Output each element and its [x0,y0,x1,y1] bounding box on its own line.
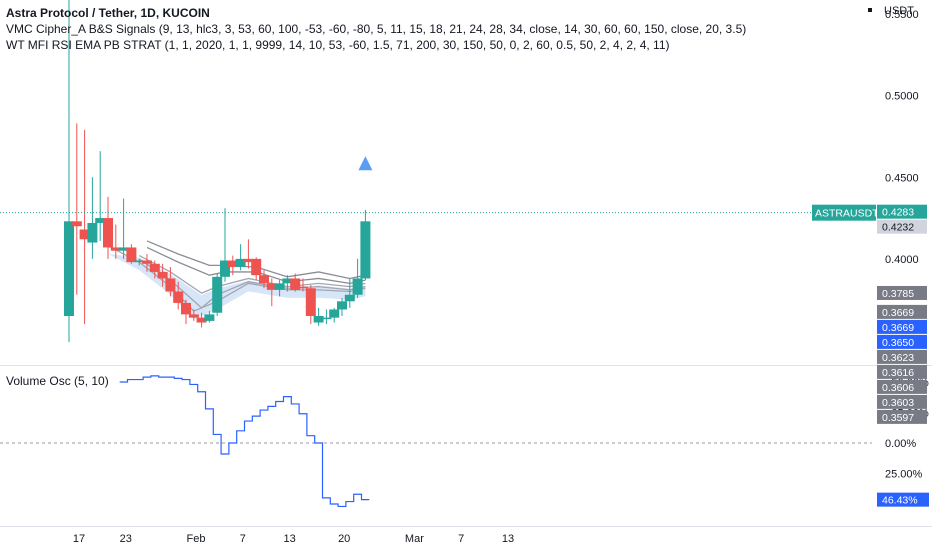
candle-body [157,271,168,279]
price-tag [877,285,927,300]
candle-body [360,221,371,279]
time-tick-label: 7 [458,533,464,545]
price-tag [877,319,927,334]
time-tick-label: 23 [120,533,132,545]
volume-oscillator-pane [0,375,872,508]
candle-body [235,258,246,268]
candlesticks [0,0,872,343]
candle-body [118,247,129,251]
candle-body [274,283,285,290]
price-tag-value: 0.3669 [882,322,914,334]
osc-last-value: 46.43% [882,495,918,507]
time-tick-label: 17 [73,533,85,545]
price-tag-value: 0.3616 [882,367,914,379]
candle-body [71,221,82,227]
price-tag-value: 0.3623 [882,352,914,364]
candle-body [259,275,269,284]
candle-body [352,278,363,295]
indicator-legend-vmc[interactable]: VMC Cipher_A B&S Signals (9, 13, hlc3, 3… [6,22,747,36]
buy-signal-triangle [358,156,373,171]
indicator-legend-wt[interactable]: WT MFI RSI EMA PB STRAT (1, 1, 2020, 1, … [6,38,670,52]
candle-body [95,218,106,223]
osc-last-tag [877,492,929,507]
price-tag-value: 0.3597 [882,412,914,424]
price-tag-value: 0.4232 [882,222,914,234]
candle-body [134,260,145,263]
candle-body [305,288,316,316]
candle-body [149,263,160,272]
price-tag [877,304,927,319]
candle-body [64,221,74,316]
candle-body [204,314,215,321]
candle-body [337,301,347,310]
ema-line [138,255,366,294]
candle-body [87,222,98,243]
symbol-tag [812,204,876,221]
price-tags: ASTRAUSDT 0.4283 0.4232 0.3785 0.3669 0.3669 0… [812,204,929,507]
price-tag [877,364,927,379]
candle-body [220,260,230,277]
candle-body [243,258,254,263]
candle-body [142,260,152,264]
time-tick-label: 20 [338,533,350,545]
candle-body [251,258,262,276]
price-tag-value: 0.3603 [882,397,914,409]
ema-line [138,258,366,309]
price-tick-label: 0.4500 [885,172,919,184]
candle-body [298,286,308,289]
candle-body [290,278,301,290]
candle-body [227,260,238,268]
oscillator-legend[interactable]: Volume Osc (5, 10) [6,374,109,388]
price-tag [877,409,927,424]
price-tag [877,379,927,394]
osc-tick-label: 0.00% [885,438,916,450]
candle-body [313,316,324,323]
candle-body [344,294,355,302]
candle-body [188,314,199,318]
time-tick-label: Feb [187,533,206,545]
candle-body [329,309,340,318]
candle-body [165,278,176,292]
price-tag [877,394,927,409]
price-tick-label: 0.4000 [885,254,919,266]
price-tag-value: 0.4283 [882,207,914,219]
price-tag [877,349,927,364]
candle-body [321,317,332,320]
candle-body [181,302,191,315]
price-tag [877,334,927,349]
ema-ribbon [107,240,366,312]
price-tag-value: 0.3606 [882,382,914,394]
signal-markers [358,156,373,171]
candle-body [79,229,90,240]
settings-dot-icon[interactable] [868,8,872,12]
price-tick-label: 0.5000 [885,91,919,103]
currency-label[interactable]: USDT [884,5,914,17]
price-tag-value: 0.3650 [882,337,914,349]
osc-tick-label: 25.00% [885,469,923,481]
candle-body [212,276,223,313]
candle-body [282,278,293,284]
time-tick-label: 13 [283,533,295,545]
price-tag-value: 0.3669 [882,307,914,319]
time-tick-label: Mar [405,533,424,545]
volume-osc-line [119,375,370,508]
symbol-tag-label: ASTRAUSDT [815,208,879,220]
price-tag-value: 0.3785 [882,288,914,300]
candle-body [110,247,121,251]
candle-body [266,283,277,290]
price-tag [877,219,927,234]
time-axis[interactable]: 17 23 Feb 7 13 20 Mar 7 13 [0,526,932,546]
chart-title[interactable]: Astra Protocol / Tether, 1D, KUCOIN [6,6,210,20]
time-tick-label: 7 [240,533,246,545]
candle-body [126,247,137,263]
price-tag [877,204,927,219]
candle-body [196,317,207,323]
price-tick-label: 0.5500 [885,9,919,21]
time-tick-label: 13 [502,533,514,545]
candle-body [103,218,113,248]
candle-body [173,291,184,303]
